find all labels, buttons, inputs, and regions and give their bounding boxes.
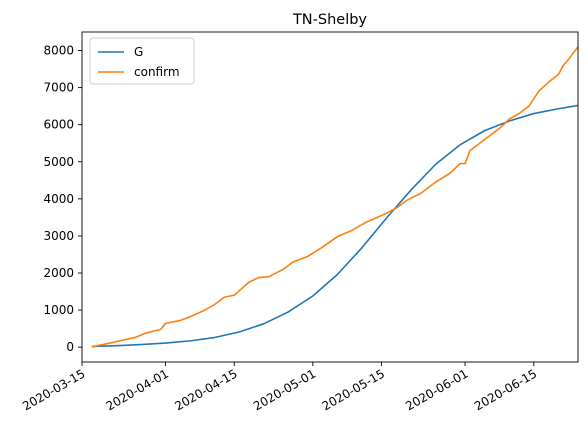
x-tick-label: 2020-05-01 — [251, 366, 318, 413]
x-tick-label: 2020-05-15 — [320, 366, 387, 413]
y-tick-label: 5000 — [43, 155, 74, 169]
x-tick-label: 2020-04-15 — [172, 366, 239, 413]
axes: 0 1000 2000 3000 4000 5000 6000 7000 8000 2020-03… — [20, 32, 578, 413]
x-tick-label: 2020-06-01 — [403, 366, 470, 413]
y-tick-label: 0 — [66, 340, 74, 354]
y-tick-label: 4000 — [43, 192, 74, 206]
x-tick-label: 2020-06-15 — [472, 366, 539, 413]
y-tick-label: 3000 — [43, 229, 74, 243]
series-line-G — [92, 105, 578, 346]
y-tick-label: 1000 — [43, 303, 74, 317]
x-tick-label: 2020-03-15 — [20, 366, 87, 413]
chart-title: TN-Shelby — [292, 12, 367, 28]
series-line-confirm — [92, 47, 578, 347]
legend-label-G: G — [134, 45, 143, 59]
legend-label-confirm: confirm — [134, 65, 180, 79]
y-tick-label: 6000 — [43, 118, 74, 132]
x-tick-label: 2020-04-01 — [104, 366, 171, 413]
y-tick-label: 2000 — [43, 266, 74, 280]
y-tick-label: 7000 — [43, 81, 74, 95]
plot-area — [92, 47, 578, 347]
y-tick-label: 8000 — [43, 44, 74, 58]
